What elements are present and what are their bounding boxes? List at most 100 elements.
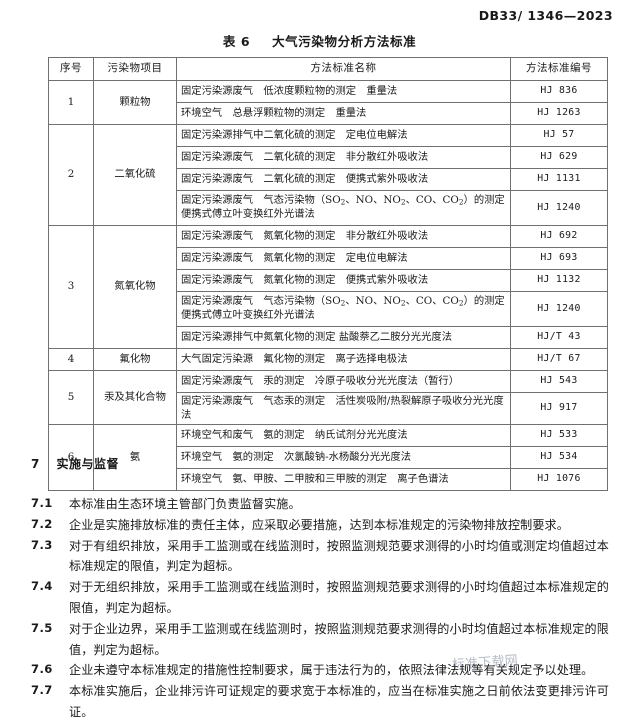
cell-method-code: HJ 836	[510, 80, 608, 103]
cell-no: 2	[48, 124, 94, 226]
cell-pollutant-item: 氮氧化物	[93, 225, 177, 349]
cell-method-name: 固定污染源排气中氮氧化物的测定 盐酸萘乙二胺分光光度法	[176, 326, 511, 349]
clause-item: 7.4 对于无组织排放，采用手工监测或在线监测时，按照监测规范要求测得的小时均值超…	[31, 577, 609, 619]
clause-text: 企业是实施排放标准的责任主体，应采取必要措施，达到本标准规定的污染物排放控制要求…	[69, 517, 569, 532]
clause-item: 7.2 企业是实施排放标准的责任主体，应采取必要措施，达到本标准规定的污染物排放控…	[31, 515, 609, 536]
analysis-method-table-wrap: 序号 污染物项目 方法标准名称 方法标准编号 1 颗粒物 固定污染源废气 低浓度颗粒…	[48, 57, 608, 492]
clause-number: 7.1	[31, 496, 53, 510]
clause-number: 7.6	[31, 662, 53, 677]
section-title: 实施与监督	[56, 457, 120, 471]
document-page: DB33/ 1346—2023 表 6 大气污染物分析方法标准 序号 污染物项目…	[0, 8, 639, 719]
cell-method-name: 大气固定污染源 氟化物的测定 离子选择电极法	[176, 348, 511, 371]
cell-method-code: HJ 534	[510, 446, 608, 470]
analysis-method-table: 序号 污染物项目 方法标准名称 方法标准编号 1 颗粒物 固定污染源废气 低浓度颗粒…	[48, 57, 608, 492]
cell-method-code: HJ 1131	[510, 168, 608, 191]
cell-pollutant-item: 汞及其化合物	[93, 369, 177, 426]
table-header: 序号 污染物项目 方法标准名称 方法标准编号	[48, 57, 608, 81]
cell-no: 4	[48, 348, 94, 371]
cell-method-name: 固定污染源废气 氮氧化物的测定 非分散红外吸收法	[176, 225, 511, 248]
clause-item: 7.5 对于企业边界，采用手工监测或在线监测时，按照监测规范要求测得的小时均值超过…	[31, 619, 609, 661]
cell-method-code: HJ 1132	[510, 269, 608, 292]
document-header-standard-code: DB33/ 1346—2023	[478, 8, 613, 23]
table-row: 环境空气 氨、甲胺、二甲胺和三甲胺的测定 离子色谱法 HJ 1076	[49, 468, 608, 492]
table-header-row: 序号 污染物项目 方法标准名称 方法标准编号	[48, 57, 608, 81]
cell-method-name: 环境空气 氨的测定 次氯酸钠-水杨酸分光光度法	[176, 446, 511, 470]
table-row: 6 氨环境空气和废气 氨的测定 纳氏试剂分光光度法 HJ 533	[48, 424, 608, 492]
col-header-item: 污染物项目	[93, 57, 177, 81]
table-caption-label: 表 6	[222, 34, 251, 49]
cell-method-code: HJ/T 43	[510, 326, 608, 349]
cell-pollutant-item: 颗粒物	[93, 80, 177, 125]
clause-number: 7.7	[31, 683, 53, 698]
cell-method-code: HJ 917	[510, 391, 608, 426]
clause-item: 7.7 本标准实施后，企业排污许可证规定的要求宽于本标准的，应当在标准实施之日前依…	[31, 681, 609, 723]
table-row: 固定污染源废气 气态污染物（SO2、NO、NO2、CO、CO2）的测定 便携式傅…	[49, 291, 608, 327]
table-caption-title: 大气污染物分析方法标准	[272, 34, 417, 49]
cell-no: 5	[48, 369, 94, 426]
clause-number: 7.3	[31, 537, 53, 552]
table-row: 1 颗粒物 固定污染源废气 低浓度颗粒物的测定 重量法 HJ 836	[48, 80, 608, 125]
clause-list: 7.1 本标准由生态环境主管部门负责监督实施。 7.2 企业是实施排放标准的责任主体，…	[31, 494, 609, 723]
table-row: 2 二氧化硫 固定污染源排气中二氧化硫的测定 定电位电解法 HJ 57	[48, 124, 608, 226]
table-row: 环境空气 氨的测定 次氯酸钠-水杨酸分光光度法 HJ 534	[49, 446, 608, 470]
cell-method-name: 固定污染源废气 二氧化硫的测定 非分散红外吸收法	[176, 146, 511, 169]
table-row: 固定污染源废气 气态汞的测定 活性炭吸附/热裂解原子吸收分光光度法 HJ 917	[49, 391, 608, 426]
cell-method-name: 固定污染源废气 氮氧化物的测定 便携式紫外吸收法	[176, 269, 511, 292]
cell-method-name: 固定污染源排气中二氧化硫的测定 定电位电解法	[176, 124, 511, 147]
clause-item: 7.3 对于有组织排放，采用手工监测或在线监测时，按照监测规范要求测得的小时均值或…	[31, 536, 609, 578]
table-row: 固定污染源废气 氮氧化物的测定 定电位电解法 HJ 693	[49, 247, 608, 270]
table-row: 固定污染源废气 氮氧化物的测定 便携式紫外吸收法 HJ 1132	[49, 269, 608, 292]
cell-method-name: 固定污染源废气 低浓度颗粒物的测定 重量法	[176, 80, 511, 103]
table-row: 5 汞及其化合物 固定污染源废气 汞的测定 冷原子吸收分光光度法（暂行） HJ 543	[48, 369, 608, 426]
cell-no: 1	[48, 80, 94, 125]
cell-method-name: 环境空气 氨、甲胺、二甲胺和三甲胺的测定 离子色谱法	[176, 468, 511, 492]
cell-method-code: HJ 1240	[510, 291, 608, 327]
cell-method-code: HJ 692	[510, 225, 608, 248]
table-row: 固定污染源废气 二氧化硫的测定 便携式紫外吸收法 HJ 1131	[49, 168, 608, 191]
table-row: 固定污染源排气中氮氧化物的测定 盐酸萘乙二胺分光光度法 HJ/T 43	[49, 326, 608, 349]
cell-method-code: HJ 543	[510, 370, 608, 393]
cell-method-name: 固定污染源废气 气态污染物（SO2、NO、NO2、CO、CO2）的测定 便携式傅…	[176, 291, 515, 327]
section-heading: 7 实施与监督	[31, 455, 119, 472]
cell-method-code: HJ/T 67	[510, 348, 608, 371]
cell-method-code: HJ 1240	[510, 190, 608, 226]
cell-method-code: HJ 693	[510, 247, 608, 270]
section-number: 7	[31, 457, 40, 471]
table-body: 1 颗粒物 固定污染源废气 低浓度颗粒物的测定 重量法 HJ 836 环境空气 总悬浮颗…	[48, 80, 608, 492]
cell-method-code: HJ 533	[510, 424, 608, 448]
cell-no: 6	[48, 424, 94, 492]
clause-number: 7.2	[31, 516, 53, 531]
col-header-no: 序号	[48, 57, 94, 81]
clause-text: 对于企业边界，采用手工监测或在线监测时，按照监测规范要求测得的小时均值超过本标准…	[69, 621, 609, 657]
table-row: 4 氟化物 大气固定污染源 氟化物的测定 离子选择电极法 HJ/T 67	[48, 348, 608, 371]
clause-text: 对于有组织排放，采用手工监测或在线监测时，按照监测规范要求测得的小时均值或测定均…	[69, 538, 609, 574]
cell-method-code: HJ 1263	[510, 102, 608, 125]
cell-method-name: 固定污染源废气 气态污染物（SO2、NO、NO2、CO、CO2）的测定 便携式傅…	[176, 190, 515, 226]
cell-method-code: HJ 57	[510, 124, 608, 147]
cell-method-name: 固定污染源废气 二氧化硫的测定 便携式紫外吸收法	[176, 168, 511, 191]
clause-number: 7.5	[31, 620, 53, 635]
cell-pollutant-item: 氟化物	[93, 348, 177, 371]
table-row: 3 氮氧化物 固定污染源废气 氮氧化物的测定 非分散红外吸收法 HJ 692	[48, 225, 608, 349]
col-header-method-name: 方法标准名称	[176, 57, 511, 81]
clause-number: 7.4	[31, 579, 53, 594]
clause-text: 本标准由生态环境主管部门负责监督实施。	[69, 497, 301, 511]
cell-method-code: HJ 629	[510, 146, 608, 169]
cell-method-code: HJ 1076	[510, 468, 608, 492]
cell-method-name: 环境空气 总悬浮颗粒物的测定 重量法	[176, 102, 511, 125]
col-header-method-code: 方法标准编号	[510, 57, 608, 81]
cell-method-name: 固定污染源废气 氮氧化物的测定 定电位电解法	[176, 247, 511, 270]
table-caption: 表 6 大气污染物分析方法标准	[0, 31, 639, 50]
cell-method-name: 固定污染源废气 气态汞的测定 活性炭吸附/热裂解原子吸收分光光度法	[176, 391, 511, 426]
cell-method-name: 固定污染源废气 汞的测定 冷原子吸收分光光度法（暂行）	[176, 370, 511, 393]
cell-no: 3	[48, 225, 94, 349]
cell-method-name: 环境空气和废气 氨的测定 纳氏试剂分光光度法	[176, 424, 511, 448]
clause-item: 7.1 本标准由生态环境主管部门负责监督实施。	[31, 494, 609, 515]
table-row: 环境空气 总悬浮颗粒物的测定 重量法 HJ 1263	[49, 102, 608, 125]
clause-text: 企业未遵守本标准规定的措施性控制要求，属于违法行为的，依照法律法规等有关规定予以…	[69, 663, 594, 678]
cell-pollutant-item: 氨	[93, 424, 177, 492]
clause-item: 7.6 企业未遵守本标准规定的措施性控制要求，属于违法行为的，依照法律法规等有关规…	[31, 660, 609, 681]
clause-text: 对于无组织排放，采用手工监测或在线监测时，按照监测规范要求测得的小时均值超过本标…	[69, 580, 609, 615]
cell-pollutant-item: 二氧化硫	[93, 124, 177, 226]
clause-text: 本标准实施后，企业排污许可证规定的要求宽于本标准的，应当在标准实施之日前依法变更…	[69, 684, 609, 719]
